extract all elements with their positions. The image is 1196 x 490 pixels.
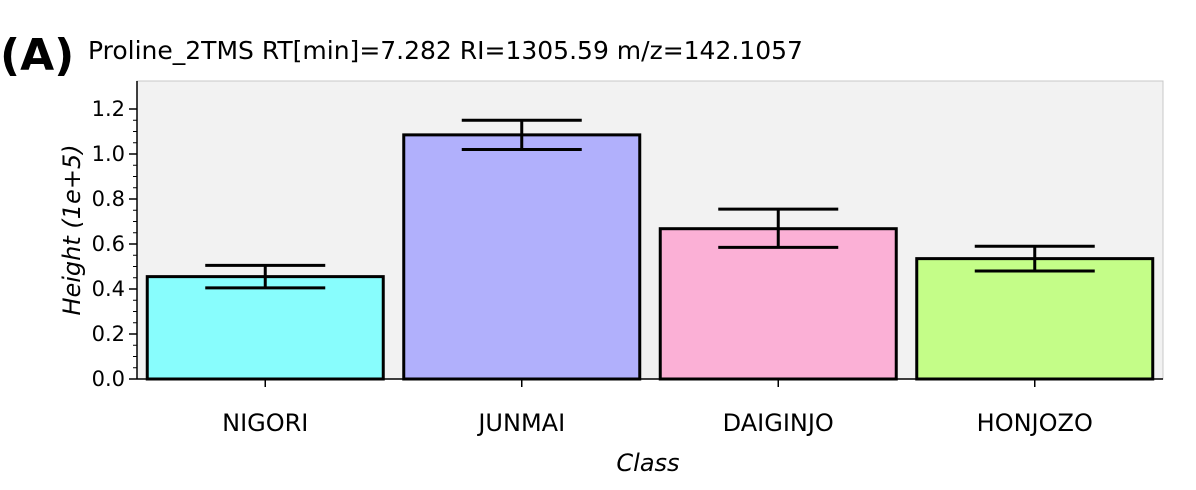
x-tick-label: DAIGINJO bbox=[723, 409, 834, 437]
y-tick-label: 1.2 bbox=[92, 97, 125, 121]
y-tick-label: 0.8 bbox=[92, 187, 125, 211]
error-bars-group bbox=[205, 118, 1095, 290]
bar-junmai bbox=[402, 133, 642, 381]
x-ticks-group: NIGORI JUNMAI DAIGINJO HONJOZO bbox=[222, 379, 1093, 437]
x-tick-label: JUNMAI bbox=[476, 409, 565, 437]
x-tick-label: NIGORI bbox=[222, 409, 308, 437]
panel-label: (A) bbox=[0, 30, 74, 81]
chart-title: Proline_2TMS RT[min]=7.282 RI=1305.59 m/… bbox=[88, 36, 803, 65]
x-tick-label: HONJOZO bbox=[977, 409, 1093, 437]
bar-honjozo bbox=[915, 257, 1155, 381]
y-tick-label: 0.4 bbox=[92, 277, 125, 301]
y-tick-label: 1.0 bbox=[92, 142, 125, 166]
y-ticks-group: 0.0 0.2 0.4 0.6 0.8 1.0 1.2 bbox=[92, 97, 137, 391]
x-axis-title: Class bbox=[616, 449, 679, 477]
error-bar-honjozo bbox=[974, 244, 1095, 273]
y-tick-label: 0.6 bbox=[92, 232, 125, 256]
error-bar-nigori bbox=[205, 263, 326, 290]
bar-daiginjo bbox=[658, 227, 898, 381]
y-tick-label: 0.2 bbox=[92, 322, 125, 346]
y-tick-label: 0.0 bbox=[92, 367, 125, 391]
y-axis-title: Height (1e+5) bbox=[58, 144, 86, 315]
error-bar-junmai bbox=[461, 118, 582, 151]
bar-nigori bbox=[145, 275, 385, 381]
error-bar-daiginjo bbox=[718, 207, 839, 249]
